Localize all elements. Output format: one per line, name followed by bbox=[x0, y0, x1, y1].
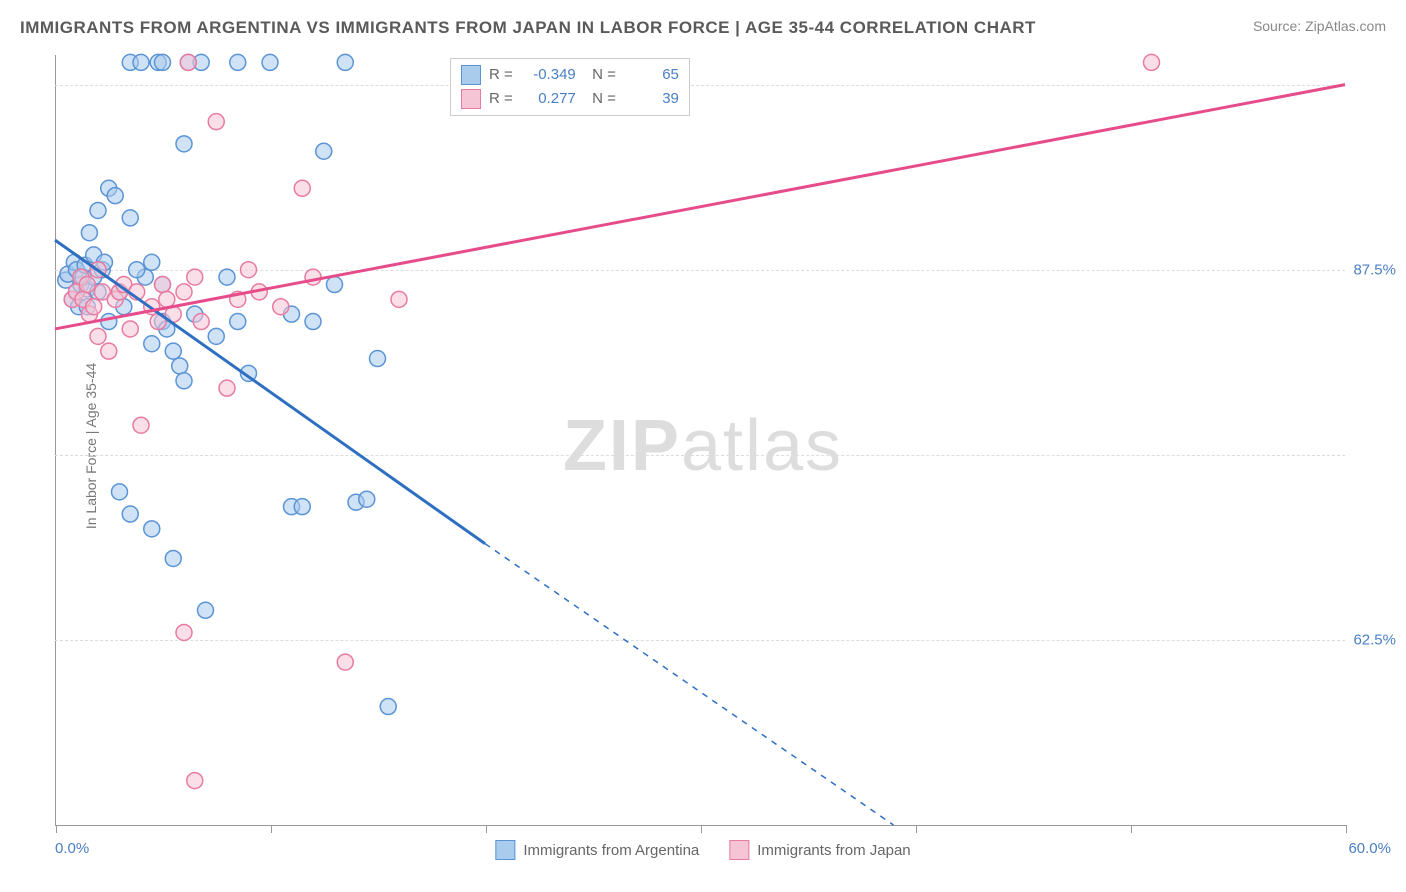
data-point bbox=[380, 699, 396, 715]
data-point bbox=[337, 654, 353, 670]
data-point bbox=[176, 136, 192, 152]
data-point bbox=[230, 54, 246, 70]
swatch-japan bbox=[461, 89, 481, 109]
data-point bbox=[305, 314, 321, 330]
data-point bbox=[122, 321, 138, 337]
legend-item-argentina: Immigrants from Argentina bbox=[495, 840, 699, 860]
data-point bbox=[294, 499, 310, 515]
data-point bbox=[193, 314, 209, 330]
data-point bbox=[112, 484, 128, 500]
data-point bbox=[133, 54, 149, 70]
data-point bbox=[219, 269, 235, 285]
data-point bbox=[144, 521, 160, 537]
data-point bbox=[155, 277, 171, 293]
data-point bbox=[305, 269, 321, 285]
data-point bbox=[241, 262, 257, 278]
data-point bbox=[144, 254, 160, 270]
data-point bbox=[159, 291, 175, 307]
data-point bbox=[208, 114, 224, 130]
data-point bbox=[208, 328, 224, 344]
data-point bbox=[219, 380, 235, 396]
data-point bbox=[337, 54, 353, 70]
trend-line bbox=[55, 85, 1345, 329]
data-point bbox=[101, 343, 117, 359]
data-point bbox=[90, 202, 106, 218]
x-axis-min-label: 0.0% bbox=[55, 840, 89, 857]
legend-row-argentina: R =-0.349 N =65 bbox=[461, 63, 679, 87]
data-point bbox=[165, 550, 181, 566]
data-point bbox=[86, 299, 102, 315]
data-point bbox=[144, 336, 160, 352]
trend-line-extrapolated bbox=[485, 544, 894, 825]
data-point bbox=[180, 54, 196, 70]
data-point bbox=[187, 269, 203, 285]
chart-title: IMMIGRANTS FROM ARGENTINA VS IMMIGRANTS … bbox=[20, 18, 1036, 38]
data-point bbox=[155, 54, 171, 70]
data-point bbox=[198, 602, 214, 618]
data-point bbox=[81, 225, 97, 241]
data-point bbox=[90, 328, 106, 344]
data-point bbox=[122, 210, 138, 226]
source-attribution: Source: ZipAtlas.com bbox=[1253, 18, 1386, 34]
data-point bbox=[176, 284, 192, 300]
data-point bbox=[273, 299, 289, 315]
data-point bbox=[107, 188, 123, 204]
legend-item-japan: Immigrants from Japan bbox=[729, 840, 910, 860]
data-point bbox=[176, 625, 192, 641]
swatch-argentina bbox=[461, 65, 481, 85]
data-point bbox=[370, 351, 386, 367]
data-point bbox=[133, 417, 149, 433]
data-point bbox=[122, 506, 138, 522]
data-point bbox=[230, 314, 246, 330]
data-point bbox=[316, 143, 332, 159]
data-point bbox=[187, 773, 203, 789]
series-legend: Immigrants from Argentina Immigrants fro… bbox=[495, 840, 910, 860]
data-point bbox=[327, 277, 343, 293]
data-point bbox=[1144, 54, 1160, 70]
y-tick-label: 87.5% bbox=[1353, 261, 1396, 278]
data-point bbox=[294, 180, 310, 196]
scatter-plot-svg bbox=[55, 55, 1345, 825]
data-point bbox=[172, 358, 188, 374]
data-point bbox=[79, 277, 95, 293]
legend-row-japan: R =0.277 N =39 bbox=[461, 87, 679, 111]
swatch-icon bbox=[495, 840, 515, 860]
data-point bbox=[176, 373, 192, 389]
data-point bbox=[129, 262, 145, 278]
swatch-icon bbox=[729, 840, 749, 860]
x-axis-max-label: 60.0% bbox=[1348, 840, 1391, 857]
data-point bbox=[101, 314, 117, 330]
data-point bbox=[359, 491, 375, 507]
data-point bbox=[165, 343, 181, 359]
correlation-legend: R =-0.349 N =65 R =0.277 N =39 bbox=[450, 58, 690, 116]
data-point bbox=[262, 54, 278, 70]
y-tick-label: 62.5% bbox=[1353, 631, 1396, 648]
data-point bbox=[391, 291, 407, 307]
